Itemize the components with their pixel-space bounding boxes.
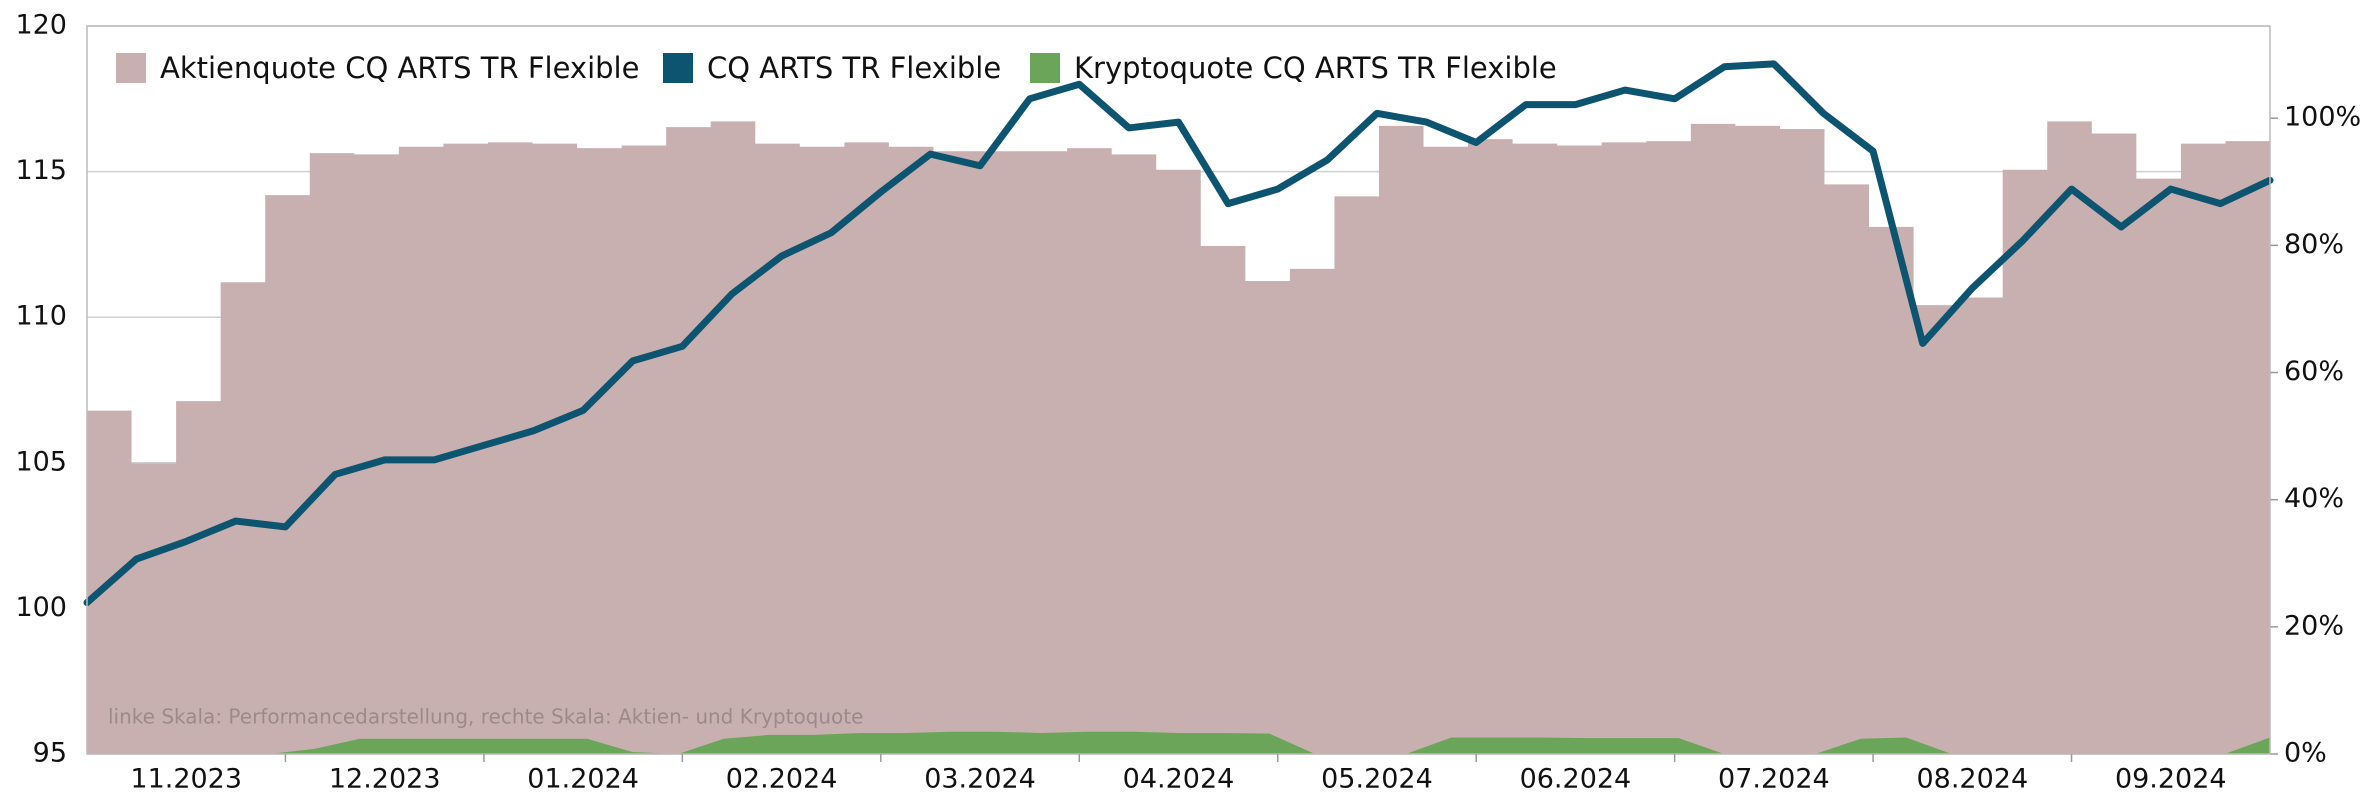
- y-tick-label: 110: [15, 301, 67, 332]
- legend-label: Aktienquote CQ ARTS TR Flexible: [160, 51, 639, 85]
- y2-tick-label: 20%: [2284, 610, 2344, 641]
- x-tick-label: 08.2024: [1916, 764, 2028, 794]
- line: [83, 60, 2274, 607]
- y2-tick-label: 60%: [2284, 356, 2344, 387]
- x-tick-label: 03.2024: [924, 764, 1036, 794]
- y-tick-label: 95: [33, 738, 67, 769]
- y2-tick-label: 40%: [2284, 483, 2344, 514]
- y-tick-label: 100: [15, 592, 67, 623]
- legend-label: Kryptoquote CQ ARTS TR Flexible: [1074, 51, 1557, 85]
- x-tick-label: 07.2024: [1718, 764, 1830, 794]
- area: [87, 121, 2270, 755]
- y-tick-label: 115: [15, 155, 67, 186]
- x-tick-label: 04.2024: [1123, 764, 1235, 794]
- legend-label: CQ ARTS TR Flexible: [707, 51, 1001, 85]
- y2-tick-label: 80%: [2284, 229, 2344, 260]
- x-tick-label: 01.2024: [527, 764, 639, 794]
- area: [87, 731, 2270, 754]
- y2-tick-label: 100%: [2284, 102, 2361, 133]
- x-tick-label: 05.2024: [1321, 764, 1433, 794]
- x-tick-label: 11.2023: [130, 764, 242, 794]
- x-tick-label: 09.2024: [2115, 764, 2227, 794]
- y2-tick-label: 0%: [2284, 738, 2327, 769]
- legend-swatch: [1030, 53, 1060, 83]
- x-tick-label: 12.2023: [329, 764, 441, 794]
- x-tick-label: 02.2024: [726, 764, 838, 794]
- y-tick-label: 105: [15, 446, 67, 477]
- legend-swatch: [116, 53, 146, 83]
- note: linke Skala: Performancedarstellung, rec…: [108, 705, 863, 729]
- x-tick-label: 06.2024: [1520, 764, 1632, 794]
- legend-swatch: [663, 53, 693, 83]
- y-tick-label: 120: [15, 10, 67, 41]
- plot-frame: [86, 25, 2271, 755]
